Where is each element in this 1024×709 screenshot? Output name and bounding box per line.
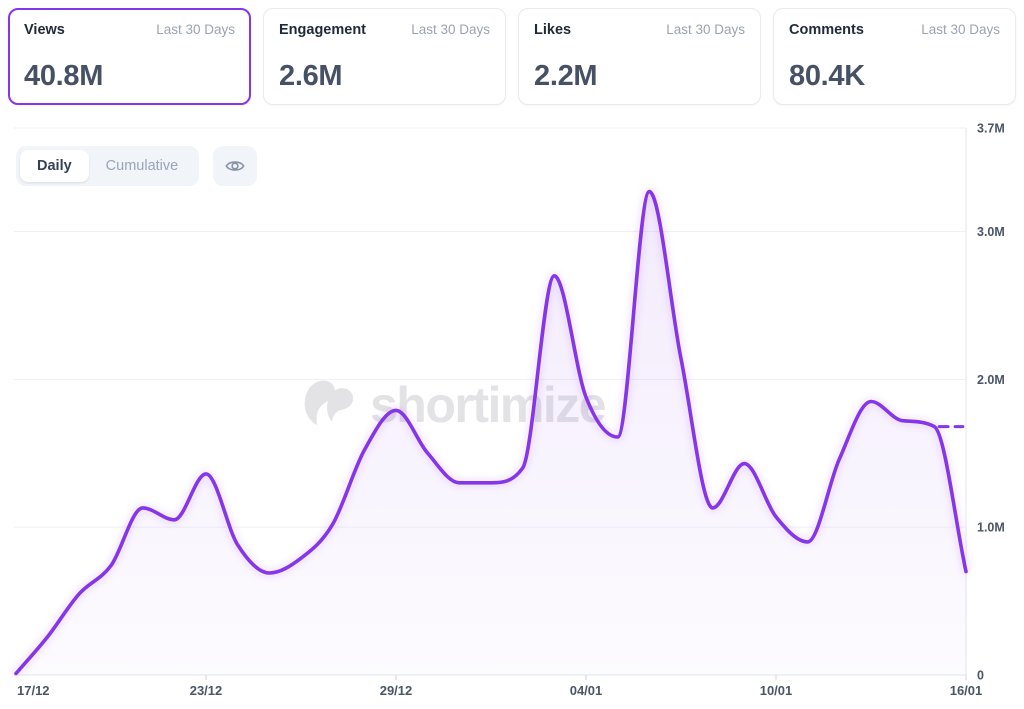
card-period: Last 30 Days (666, 22, 745, 37)
eye-icon (224, 155, 246, 177)
card-value: 80.4K (789, 60, 865, 92)
card-title: Views (24, 22, 65, 38)
toggle-daily[interactable]: Daily (20, 150, 89, 182)
card-title: Comments (789, 22, 864, 38)
stat-card-engagement[interactable]: Engagement Last 30 Days 2.6M (263, 8, 506, 105)
card-title: Likes (534, 22, 572, 38)
chart-plot[interactable]: 3.7M 3.0M 2.0M 1.0M 0 17/12 23/12 29/12 04/01 10/… (0, 118, 1024, 709)
chart-controls: Daily Cumulative (16, 146, 258, 186)
views-chart[interactable]: shortimize 3.7M 3.0M 2.0M 1.0M 0 17/12 23/12 29… (0, 118, 1024, 709)
card-value: 2.6M (279, 60, 343, 92)
x-tick-label: 17/12 (17, 683, 50, 698)
mode-toggle: Daily Cumulative (16, 146, 200, 186)
card-value: 40.8M (24, 60, 104, 92)
stat-card-likes[interactable]: Likes Last 30 Days 2.2M (518, 8, 761, 105)
card-period: Last 30 Days (921, 22, 1000, 37)
y-tick-label: 3.0M (977, 225, 1005, 239)
stat-card-views[interactable]: Views Last 30 Days 40.8M (8, 8, 251, 105)
x-tick-label: 29/12 (380, 683, 413, 698)
card-title: Engagement (279, 22, 367, 38)
card-period: Last 30 Days (411, 22, 490, 37)
x-tick-label: 10/01 (760, 683, 793, 698)
toggle-cumulative[interactable]: Cumulative (89, 150, 196, 182)
card-period: Last 30 Days (156, 22, 235, 37)
x-tick-label: 23/12 (190, 683, 223, 698)
y-tick-label: 1.0M (977, 521, 1005, 535)
card-value: 2.2M (534, 60, 598, 92)
area-fill (16, 191, 966, 675)
y-tick-label: 3.7M (977, 122, 1005, 136)
visibility-button[interactable] (213, 146, 258, 186)
stat-cards: Views Last 30 Days 40.8M Engagement Last… (8, 8, 1016, 105)
series-line (14, 189, 968, 676)
y-tick-label: 0 (977, 669, 984, 683)
x-tick-label: 04/01 (570, 683, 603, 698)
y-tick-label: 2.0M (977, 373, 1005, 387)
stat-card-comments[interactable]: Comments Last 30 Days 80.4K (773, 8, 1016, 105)
x-tick-label: 16/01 (950, 683, 983, 698)
shortimize-logo-icon (299, 376, 357, 434)
